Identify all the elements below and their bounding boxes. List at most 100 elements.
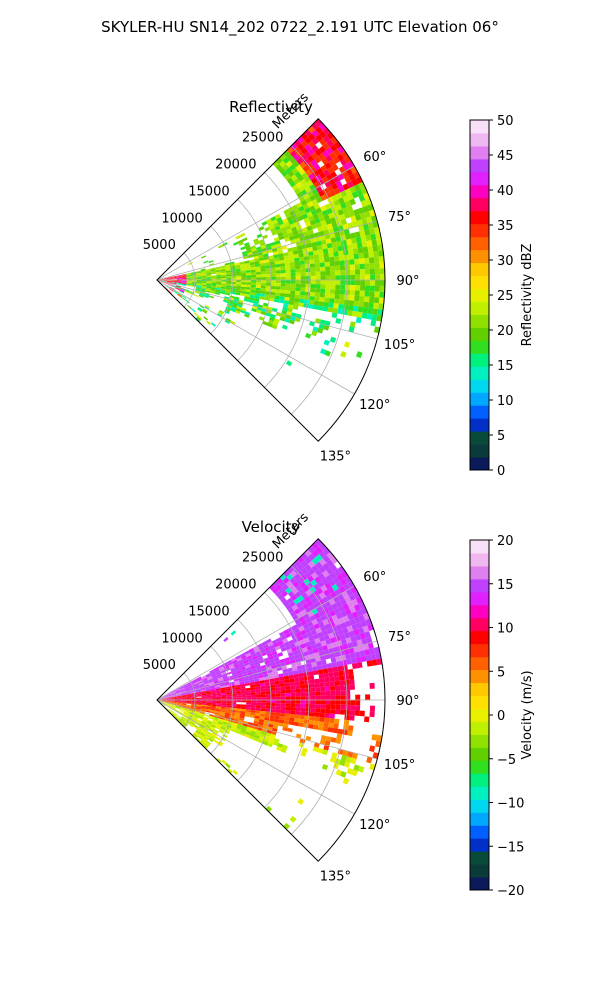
velocity-radar-cell — [268, 739, 274, 745]
reflectivity-radar-cell — [215, 271, 222, 274]
velocity-radar-cell — [270, 684, 276, 689]
reflectivity-radar-cell — [335, 180, 343, 188]
velocity-radar-cell — [366, 636, 373, 644]
velocity-radar-cell — [241, 700, 247, 703]
velocity-radar-cell — [318, 573, 326, 581]
velocity-colorbar-segment — [470, 695, 489, 710]
velocity-radar-cell — [305, 703, 311, 709]
velocity-radar-cell — [239, 652, 246, 658]
velocity-radar-cell — [305, 617, 312, 624]
velocity-radar-cell — [221, 696, 227, 699]
velocity-radar-cell — [303, 578, 311, 586]
velocity-radar-cell — [265, 694, 271, 698]
velocity-radar-cell — [299, 715, 305, 720]
reflectivity-radar-cell — [191, 285, 197, 288]
reflectivity-colorbar-tick-label: 20 — [497, 324, 514, 339]
velocity-radar-cell — [321, 644, 329, 651]
velocity-radar-cell — [274, 683, 281, 688]
reflectivity-radar-cell — [272, 160, 280, 168]
velocity-radar-cell — [275, 690, 281, 694]
reflectivity-radar-cell — [312, 250, 319, 256]
reflectivity-radar-cell — [230, 289, 236, 293]
reflectivity-radar-cell — [305, 275, 311, 280]
velocity-radar-cell — [331, 583, 339, 592]
reflectivity-radar-cell — [347, 160, 355, 169]
velocity-radar-cell — [263, 676, 270, 681]
reflectivity-radar-cell — [327, 247, 334, 253]
reflectivity-radar-cell — [233, 300, 239, 304]
velocity-radar-cell — [210, 690, 216, 693]
reflectivity-radar-cell — [367, 307, 374, 315]
velocity-radar-cell — [259, 713, 266, 718]
reflectivity-radar-cell — [305, 332, 312, 339]
reflectivity-radar-cell — [354, 269, 361, 275]
velocity-radar-cell — [366, 660, 373, 667]
reflectivity-radar-cell — [269, 258, 275, 263]
reflectivity-radar-cell — [351, 311, 358, 318]
velocity-radar-cell — [320, 686, 326, 692]
velocity-radar-cell — [300, 692, 306, 697]
velocity-radar-cell — [307, 667, 313, 672]
velocity-radar-cell — [346, 600, 354, 609]
velocity-radar-cell — [289, 815, 297, 823]
velocity-radar-cell — [307, 621, 314, 628]
velocity-radar-cell — [275, 709, 281, 713]
velocity-radar-cell — [255, 666, 262, 671]
velocity-radar-cell — [214, 668, 220, 673]
velocity-radar-cell — [351, 640, 359, 648]
reflectivity-radar-cell — [345, 269, 351, 276]
reflectivity-radar-cell — [195, 286, 202, 289]
velocity-radar-cell — [328, 676, 335, 682]
reflectivity-radar-cell — [348, 300, 355, 306]
velocity-radar-cell — [196, 695, 202, 697]
velocity-radar-cell — [240, 688, 246, 692]
velocity-radar-cell — [219, 682, 225, 685]
velocity-radar-cell — [311, 549, 320, 558]
reflectivity-radar-cell — [339, 158, 348, 167]
reflectivity-radar-cell — [254, 240, 260, 246]
reflectivity-radar-cell — [196, 316, 202, 321]
reflectivity-colorbar-tick-label: 15 — [497, 359, 514, 374]
reflectivity-radar-cell — [260, 274, 267, 278]
reflectivity-radar-cell — [309, 233, 315, 239]
reflectivity-radar-cell — [373, 256, 380, 263]
velocity-radar-cell — [348, 674, 355, 680]
velocity-radar-cell — [261, 640, 268, 646]
velocity-radar-cell — [245, 666, 252, 671]
velocity-radar-cell — [227, 721, 234, 725]
reflectivity-radar-cell — [166, 283, 172, 286]
velocity-radar-cell — [224, 716, 230, 720]
velocity-radar-cell — [234, 665, 241, 670]
reflectivity-radar-cell — [226, 283, 232, 286]
velocity-radar-cell — [291, 666, 298, 672]
velocity-radar-cell — [359, 650, 366, 657]
velocity-radar-cell — [353, 764, 360, 772]
reflectivity-radar-cell — [204, 306, 210, 310]
velocity-radar-cell — [304, 654, 311, 661]
velocity-radar-cell — [236, 693, 242, 696]
reflectivity-radar-cell — [248, 299, 254, 304]
reflectivity-radar-cell — [285, 160, 293, 168]
velocity-radar-cell — [294, 608, 301, 615]
velocity-radar-cell — [325, 690, 331, 696]
velocity-radar-cell — [181, 694, 187, 697]
velocity-radar-cell — [186, 705, 192, 708]
velocity-radar-cell — [285, 692, 291, 697]
velocity-radar-cell — [220, 685, 226, 689]
velocity-radar-cell — [230, 685, 236, 689]
velocity-radar-cell — [309, 639, 316, 646]
reflectivity-azimuth-line — [156, 220, 378, 281]
velocity-radar-cell — [220, 687, 226, 690]
reflectivity-radar-cell — [351, 191, 359, 199]
reflectivity-radar-cell — [305, 271, 311, 277]
reflectivity-radar-cell — [267, 221, 274, 227]
velocity-radar-cell — [319, 655, 326, 661]
reflectivity-radar-cell — [334, 293, 340, 300]
velocity-radar-cell — [221, 671, 227, 676]
reflectivity-radar-cell — [288, 300, 295, 306]
reflectivity-radar-cell — [278, 235, 285, 241]
reflectivity-radial-tick-label: 10000 — [161, 211, 202, 226]
velocity-radar-cell — [249, 679, 255, 683]
reflectivity-radar-cell — [176, 276, 182, 278]
velocity-radar-cell — [321, 763, 329, 771]
